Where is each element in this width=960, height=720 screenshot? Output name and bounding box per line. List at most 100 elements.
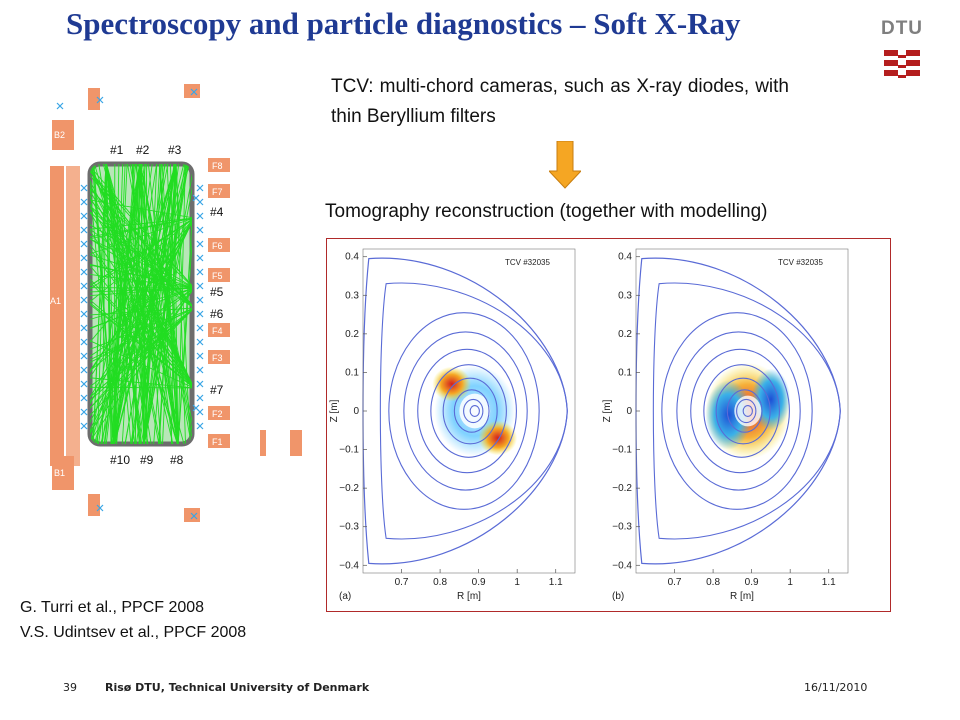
flux-contour — [736, 398, 757, 424]
x-tick-label: 0.8 — [433, 577, 447, 588]
y-tick-label: 0.3 — [345, 290, 359, 301]
camera-label: #10 — [110, 453, 130, 467]
port-f6 — [208, 238, 230, 252]
port-label: F2 — [212, 409, 223, 419]
y-tick-label: −0.3 — [339, 522, 359, 533]
panel-label: (a) — [339, 591, 351, 602]
footer: 39 Risø DTU, Technical University of Den… — [0, 681, 960, 699]
port-label: F4 — [212, 326, 223, 336]
port-side-small — [290, 430, 302, 456]
flux-contour — [726, 389, 763, 433]
dtu-logo-text: DTU — [880, 18, 924, 39]
x-tick-label: 1.1 — [549, 577, 563, 588]
camera-label: #1 — [110, 143, 124, 157]
flux-contour — [703, 364, 780, 458]
flux-contour — [388, 312, 540, 510]
tomography-plots: 0.4 0.3 0.2 0.1 0 −0.1 −0.2 −0.3 −0.4 0.7 0.8 0.9 1 1… — [329, 248, 849, 602]
x-axis-label: R [m] — [457, 591, 481, 602]
y-tick-label: −0.4 — [339, 560, 359, 571]
port-a1 — [50, 166, 64, 466]
port-label: F6 — [212, 241, 223, 251]
port-side-small — [260, 430, 266, 456]
y-tick-label: −0.4 — [612, 560, 632, 571]
y-tick-label: 0.1 — [345, 367, 359, 378]
port-f8 — [208, 158, 230, 172]
port-label: F7 — [212, 187, 223, 197]
port-label: F3 — [212, 353, 223, 363]
x-axis-label: R [m] — [730, 591, 754, 602]
camera-label: #3 — [168, 143, 182, 157]
y-tick-label: −0.1 — [339, 445, 359, 456]
y-tick-label: −0.3 — [612, 522, 632, 533]
y-tick-label: −0.2 — [339, 483, 359, 494]
svg-text:A1: A1 — [50, 296, 61, 306]
chord-lines — [90, 164, 192, 444]
dtu-logo: DTU — [878, 18, 926, 88]
y-axis-label: Z [m] — [329, 399, 340, 422]
tomography-figure: 0.4 0.3 0.2 0.1 0 −0.1 −0.2 −0.3 −0.4 0.7 0.8 0.9 1 1… — [326, 238, 891, 612]
y-tick-label: 0.1 — [618, 367, 632, 378]
x-tick-label: 0.7 — [668, 577, 682, 588]
y-tick-label: 0.4 — [345, 252, 359, 263]
shot-label: TCV #32035 — [778, 258, 823, 267]
footer-organization: Risø DTU, Technical University of Denmar… — [105, 681, 370, 694]
port-b1 — [52, 456, 74, 490]
footer-date: 16/11/2010 — [804, 681, 868, 694]
reference-item: V.S. Udintsev et al., PPCF 2008 — [20, 624, 247, 641]
port-label: F5 — [212, 271, 223, 281]
flux-contour — [742, 405, 753, 417]
port-f2 — [208, 406, 230, 420]
y-axis-label: Z [m] — [602, 399, 613, 422]
port-label: F8 — [212, 161, 223, 171]
port-f7 — [208, 184, 230, 198]
port-f5 — [208, 268, 230, 282]
flux-contour — [442, 377, 498, 445]
port-label: F1 — [212, 437, 223, 447]
port-f1 — [208, 434, 230, 448]
port-f4 — [208, 323, 230, 337]
references: G. Turri et al., PPCF 2008 V.S. Udintsev… — [20, 595, 320, 645]
flux-contour — [403, 331, 528, 491]
shot-label: TCV #32035 — [505, 258, 550, 267]
camera-layout-diagram: B2 B1 A1 F8 F7 F6 F5 F4 F3 F2 F1 #1 #2 #3 #4 #5 #6 #7… — [50, 84, 302, 522]
dtu-logo-icon — [884, 50, 920, 78]
camera-label: #4 — [210, 205, 224, 219]
flux-contour — [469, 405, 480, 417]
reference-item: G. Turri et al., PPCF 2008 — [20, 599, 205, 616]
slide-title: Spectroscopy and particle diagnostics – … — [66, 6, 741, 41]
port-c1 — [88, 494, 100, 516]
camera-label: #7 — [210, 383, 224, 397]
svg-text:B1: B1 — [54, 468, 65, 478]
port-f3 — [208, 350, 230, 364]
camera-label: #9 — [140, 453, 154, 467]
flux-contour — [430, 364, 507, 458]
camera-label: #5 — [210, 285, 224, 299]
tomography-title: Tomography reconstruction (together with… — [325, 201, 768, 222]
camera-label: #6 — [210, 307, 224, 321]
y-tick-label: 0.2 — [345, 329, 359, 340]
x-tick-label: 0.8 — [706, 577, 720, 588]
down-arrow-icon — [549, 141, 581, 189]
page-number: 39 — [63, 681, 77, 694]
flux-contour — [690, 348, 790, 474]
panel-label: (b) — [612, 591, 624, 602]
y-tick-label: 0 — [353, 406, 359, 417]
port-b2 — [52, 120, 74, 150]
x-tick-label: 0.9 — [745, 577, 759, 588]
camera-label: #8 — [170, 453, 184, 467]
flux-contour — [453, 389, 490, 433]
flux-contour — [715, 377, 771, 445]
svg-text:B2: B2 — [54, 130, 65, 140]
flux-contour — [417, 348, 517, 474]
flux-contour — [661, 312, 813, 510]
y-tick-label: 0.2 — [618, 329, 632, 340]
y-tick-label: −0.2 — [612, 483, 632, 494]
x-tick-label: 1 — [514, 577, 520, 588]
camera-description: TCV: multi-chord cameras, such as X-ray … — [331, 76, 789, 127]
port-column — [66, 166, 80, 466]
flux-contour — [676, 331, 801, 491]
port-d2 — [184, 84, 200, 98]
y-tick-label: 0.4 — [618, 252, 632, 263]
flux-contour — [463, 398, 484, 424]
x-tick-label: 0.7 — [395, 577, 409, 588]
